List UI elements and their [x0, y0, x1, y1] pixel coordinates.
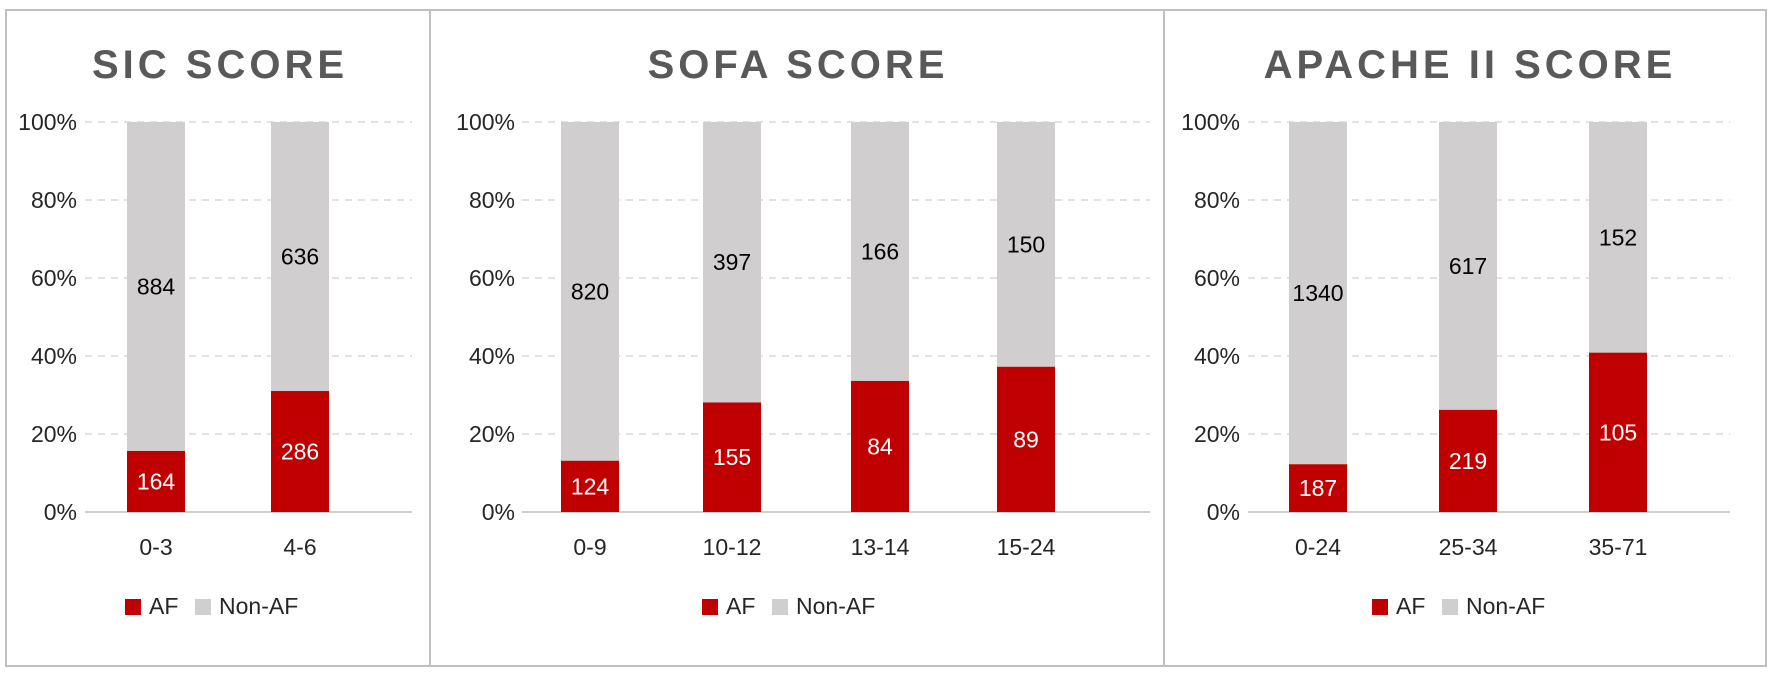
y-tick-label: 100%: [1181, 109, 1240, 135]
chart-title: SIC SCORE: [92, 43, 348, 87]
bar-segment-af: [127, 450, 185, 512]
legend-label-af: AF: [149, 593, 178, 619]
bar-segment-non-af: [997, 122, 1055, 367]
x-tick-label: 4-6: [283, 534, 316, 560]
data-label-non-af: 150: [1007, 231, 1045, 257]
y-tick-label: 0%: [482, 499, 515, 525]
y-tick-label: 0%: [44, 499, 77, 525]
bar-segment-non-af: [561, 122, 619, 461]
data-label-non-af: 397: [713, 249, 751, 275]
y-tick-label: 40%: [469, 343, 515, 369]
data-label-af: 89: [1013, 426, 1039, 452]
legend-swatch-af: [702, 599, 718, 615]
x-tick-label: 0-9: [573, 534, 606, 560]
legend-label-non-af: Non-AF: [796, 593, 875, 619]
legend: AF Non-AF: [702, 593, 875, 619]
y-tick-label: 100%: [456, 109, 515, 135]
bar-segment-af: [703, 402, 761, 512]
legend: AF Non-AF: [1372, 593, 1545, 619]
legend-label-non-af: Non-AF: [1466, 593, 1545, 619]
data-label-non-af: 636: [281, 244, 319, 270]
x-tick-label: 0-3: [139, 534, 172, 560]
bar-segment-non-af: [1589, 122, 1647, 353]
legend-label-af: AF: [726, 593, 755, 619]
y-tick-label: 60%: [1194, 265, 1240, 291]
y-tick-label: 40%: [31, 343, 77, 369]
outer-frame: [5, 9, 1767, 667]
legend-swatch-af: [125, 599, 141, 615]
chart-panel-1: SIC SCORE 0% 20% 40% 60% 80% 100% 884 164 0-3 636 2…: [18, 43, 412, 619]
y-tick-label: 80%: [31, 187, 77, 213]
data-label-af: 219: [1449, 448, 1487, 474]
data-label-af: 164: [137, 468, 176, 494]
bar-segment-af: [271, 391, 329, 512]
bar-segment-af: [997, 366, 1055, 512]
data-label-af: 124: [571, 473, 610, 499]
y-tick-label: 20%: [1194, 421, 1240, 447]
x-tick-label: 10-12: [703, 534, 762, 560]
y-tick-label: 40%: [1194, 343, 1240, 369]
y-tick-label: 60%: [469, 265, 515, 291]
bar-segment-af: [851, 380, 909, 512]
data-label-non-af: 152: [1599, 224, 1637, 250]
data-label-non-af: 820: [571, 278, 609, 304]
data-label-af: 286: [281, 439, 319, 465]
data-label-af: 187: [1299, 475, 1337, 501]
bar-segment-af: [1439, 409, 1497, 512]
bar-segment-non-af: [1439, 122, 1497, 410]
y-tick-label: 80%: [1194, 187, 1240, 213]
bar-segment-af: [1289, 464, 1347, 512]
data-label-af: 105: [1599, 419, 1637, 445]
legend-swatch-af: [1372, 599, 1388, 615]
chart-title: APACHE II SCORE: [1264, 43, 1677, 87]
chart-panel-3: APACHE II SCORE 0% 20% 40% 60% 80% 100% 1340 187…: [1181, 43, 1730, 619]
y-tick-label: 60%: [31, 265, 77, 291]
x-tick-label: 25-34: [1439, 534, 1498, 560]
data-label-non-af: 1340: [1292, 280, 1343, 306]
legend-swatch-non-af: [195, 599, 211, 615]
bar-segment-non-af: [703, 122, 761, 403]
bar-segment-af: [1589, 352, 1647, 512]
y-tick-label: 0%: [1207, 499, 1240, 525]
data-label-non-af: 884: [137, 273, 176, 299]
bar-segment-non-af: [271, 122, 329, 392]
bar-segment-af: [561, 460, 619, 512]
data-label-non-af: 166: [861, 238, 899, 264]
legend-swatch-non-af: [772, 599, 788, 615]
x-tick-label: 15-24: [997, 534, 1056, 560]
bar-segment-non-af: [851, 122, 909, 381]
y-tick-label: 20%: [31, 421, 77, 447]
legend: AF Non-AF: [125, 593, 298, 619]
legend-swatch-non-af: [1442, 599, 1458, 615]
legend-label-af: AF: [1396, 593, 1425, 619]
x-tick-label: 35-71: [1589, 534, 1648, 560]
y-tick-label: 100%: [18, 109, 77, 135]
legend-label-non-af: Non-AF: [219, 593, 298, 619]
x-tick-label: 13-14: [851, 534, 910, 560]
chart-panel-2: SOFA SCORE 0% 20% 40% 60% 80% 100% 820 124 0-9 397…: [456, 43, 1150, 619]
bar-segment-non-af: [1289, 122, 1347, 465]
y-tick-label: 20%: [469, 421, 515, 447]
y-tick-label: 80%: [469, 187, 515, 213]
data-label-non-af: 617: [1449, 253, 1487, 279]
chart-title: SOFA SCORE: [648, 43, 949, 87]
x-tick-label: 0-24: [1295, 534, 1341, 560]
bar-segment-non-af: [127, 122, 185, 451]
data-label-af: 155: [713, 444, 751, 470]
data-label-af: 84: [867, 433, 893, 459]
